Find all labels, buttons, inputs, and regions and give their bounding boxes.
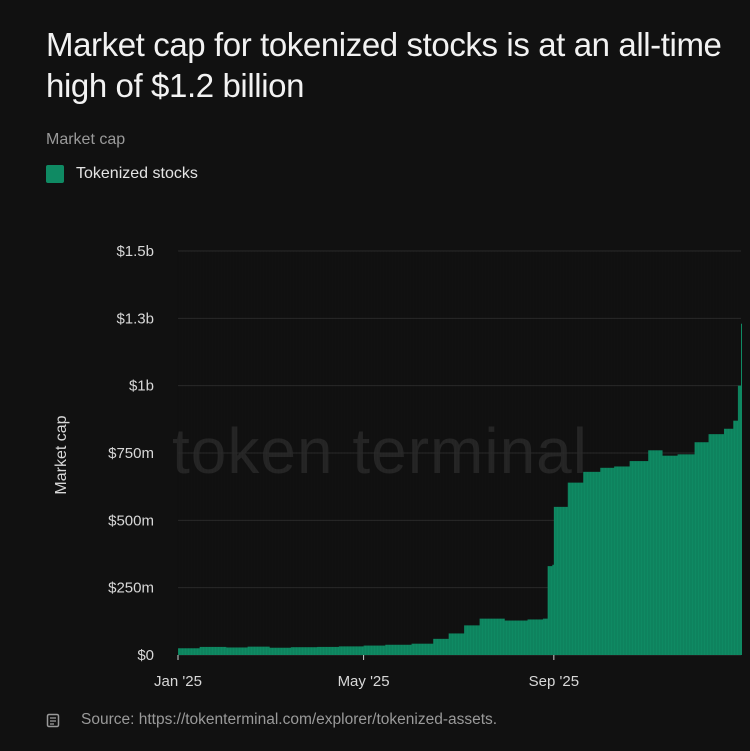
data-bar <box>527 619 544 655</box>
y-tick-label: $750m <box>108 445 154 462</box>
data-bar <box>553 506 569 655</box>
data-bar <box>708 434 725 655</box>
data-bar <box>694 442 709 655</box>
data-bar <box>614 466 631 655</box>
data-bar <box>479 618 505 655</box>
watermark: token terminal <box>172 415 588 487</box>
data-bar <box>567 482 584 655</box>
data-bar <box>504 620 528 655</box>
data-bar <box>363 645 386 655</box>
x-tick-label: Jan '25 <box>154 673 202 690</box>
data-bar <box>338 646 365 655</box>
data-bar <box>723 428 734 655</box>
x-tick-label: Sep '25 <box>529 673 579 690</box>
y-tick-label: $250m <box>108 580 154 597</box>
data-bar <box>433 638 450 655</box>
data-bar <box>600 467 615 655</box>
chart-subtitle: Market cap <box>46 131 126 148</box>
data-bar <box>178 648 201 655</box>
source-text: Source: https://tokenterminal.com/explor… <box>81 711 498 728</box>
y-tick-labels: $0 $250m $500m $750m $1b $1.3b $1.5b <box>108 243 154 664</box>
data-bar <box>225 647 248 655</box>
data-bar <box>737 385 742 655</box>
legend-label: Tokenized stocks <box>76 165 198 182</box>
data-bar <box>543 618 549 655</box>
y-tick-label: $1b <box>129 378 154 395</box>
x-tick-label: May '25 <box>338 673 390 690</box>
bars <box>177 251 742 655</box>
y-tick-label: $0 <box>137 647 154 664</box>
data-bar <box>662 455 678 655</box>
data-bar <box>448 633 465 655</box>
data-bar <box>317 646 340 655</box>
data-bar <box>741 323 742 655</box>
chart-title: Market cap for tokenized stocks is at an… <box>46 26 722 104</box>
data-bar <box>411 643 434 655</box>
y-axis-title: Market cap <box>53 415 70 494</box>
legend: Tokenized stocks <box>46 165 198 183</box>
data-bar <box>247 646 270 655</box>
data-bar <box>269 647 292 655</box>
market-cap-chart: token terminal $0 $250m $500m $750m $1b $1.3b… <box>53 243 742 690</box>
data-bar <box>547 566 553 655</box>
data-bar <box>290 647 318 655</box>
data-bar <box>385 644 412 655</box>
data-bar <box>648 450 663 655</box>
source-footer: Source: https://tokenterminal.com/explor… <box>46 711 497 729</box>
data-bar <box>677 454 695 655</box>
y-tick-label: $1.5b <box>116 243 154 260</box>
data-bar <box>199 646 227 655</box>
document-icon <box>46 713 61 728</box>
legend-swatch <box>46 165 64 183</box>
data-bar <box>583 471 601 655</box>
x-tick-labels: Jan '25 May '25 Sep '25 <box>154 655 579 690</box>
data-bar <box>629 461 649 655</box>
y-tick-label: $500m <box>108 512 154 529</box>
y-tick-label: $1.3b <box>116 310 154 327</box>
data-bar <box>552 564 555 655</box>
data-bar <box>464 625 481 655</box>
data-bar <box>733 420 739 655</box>
